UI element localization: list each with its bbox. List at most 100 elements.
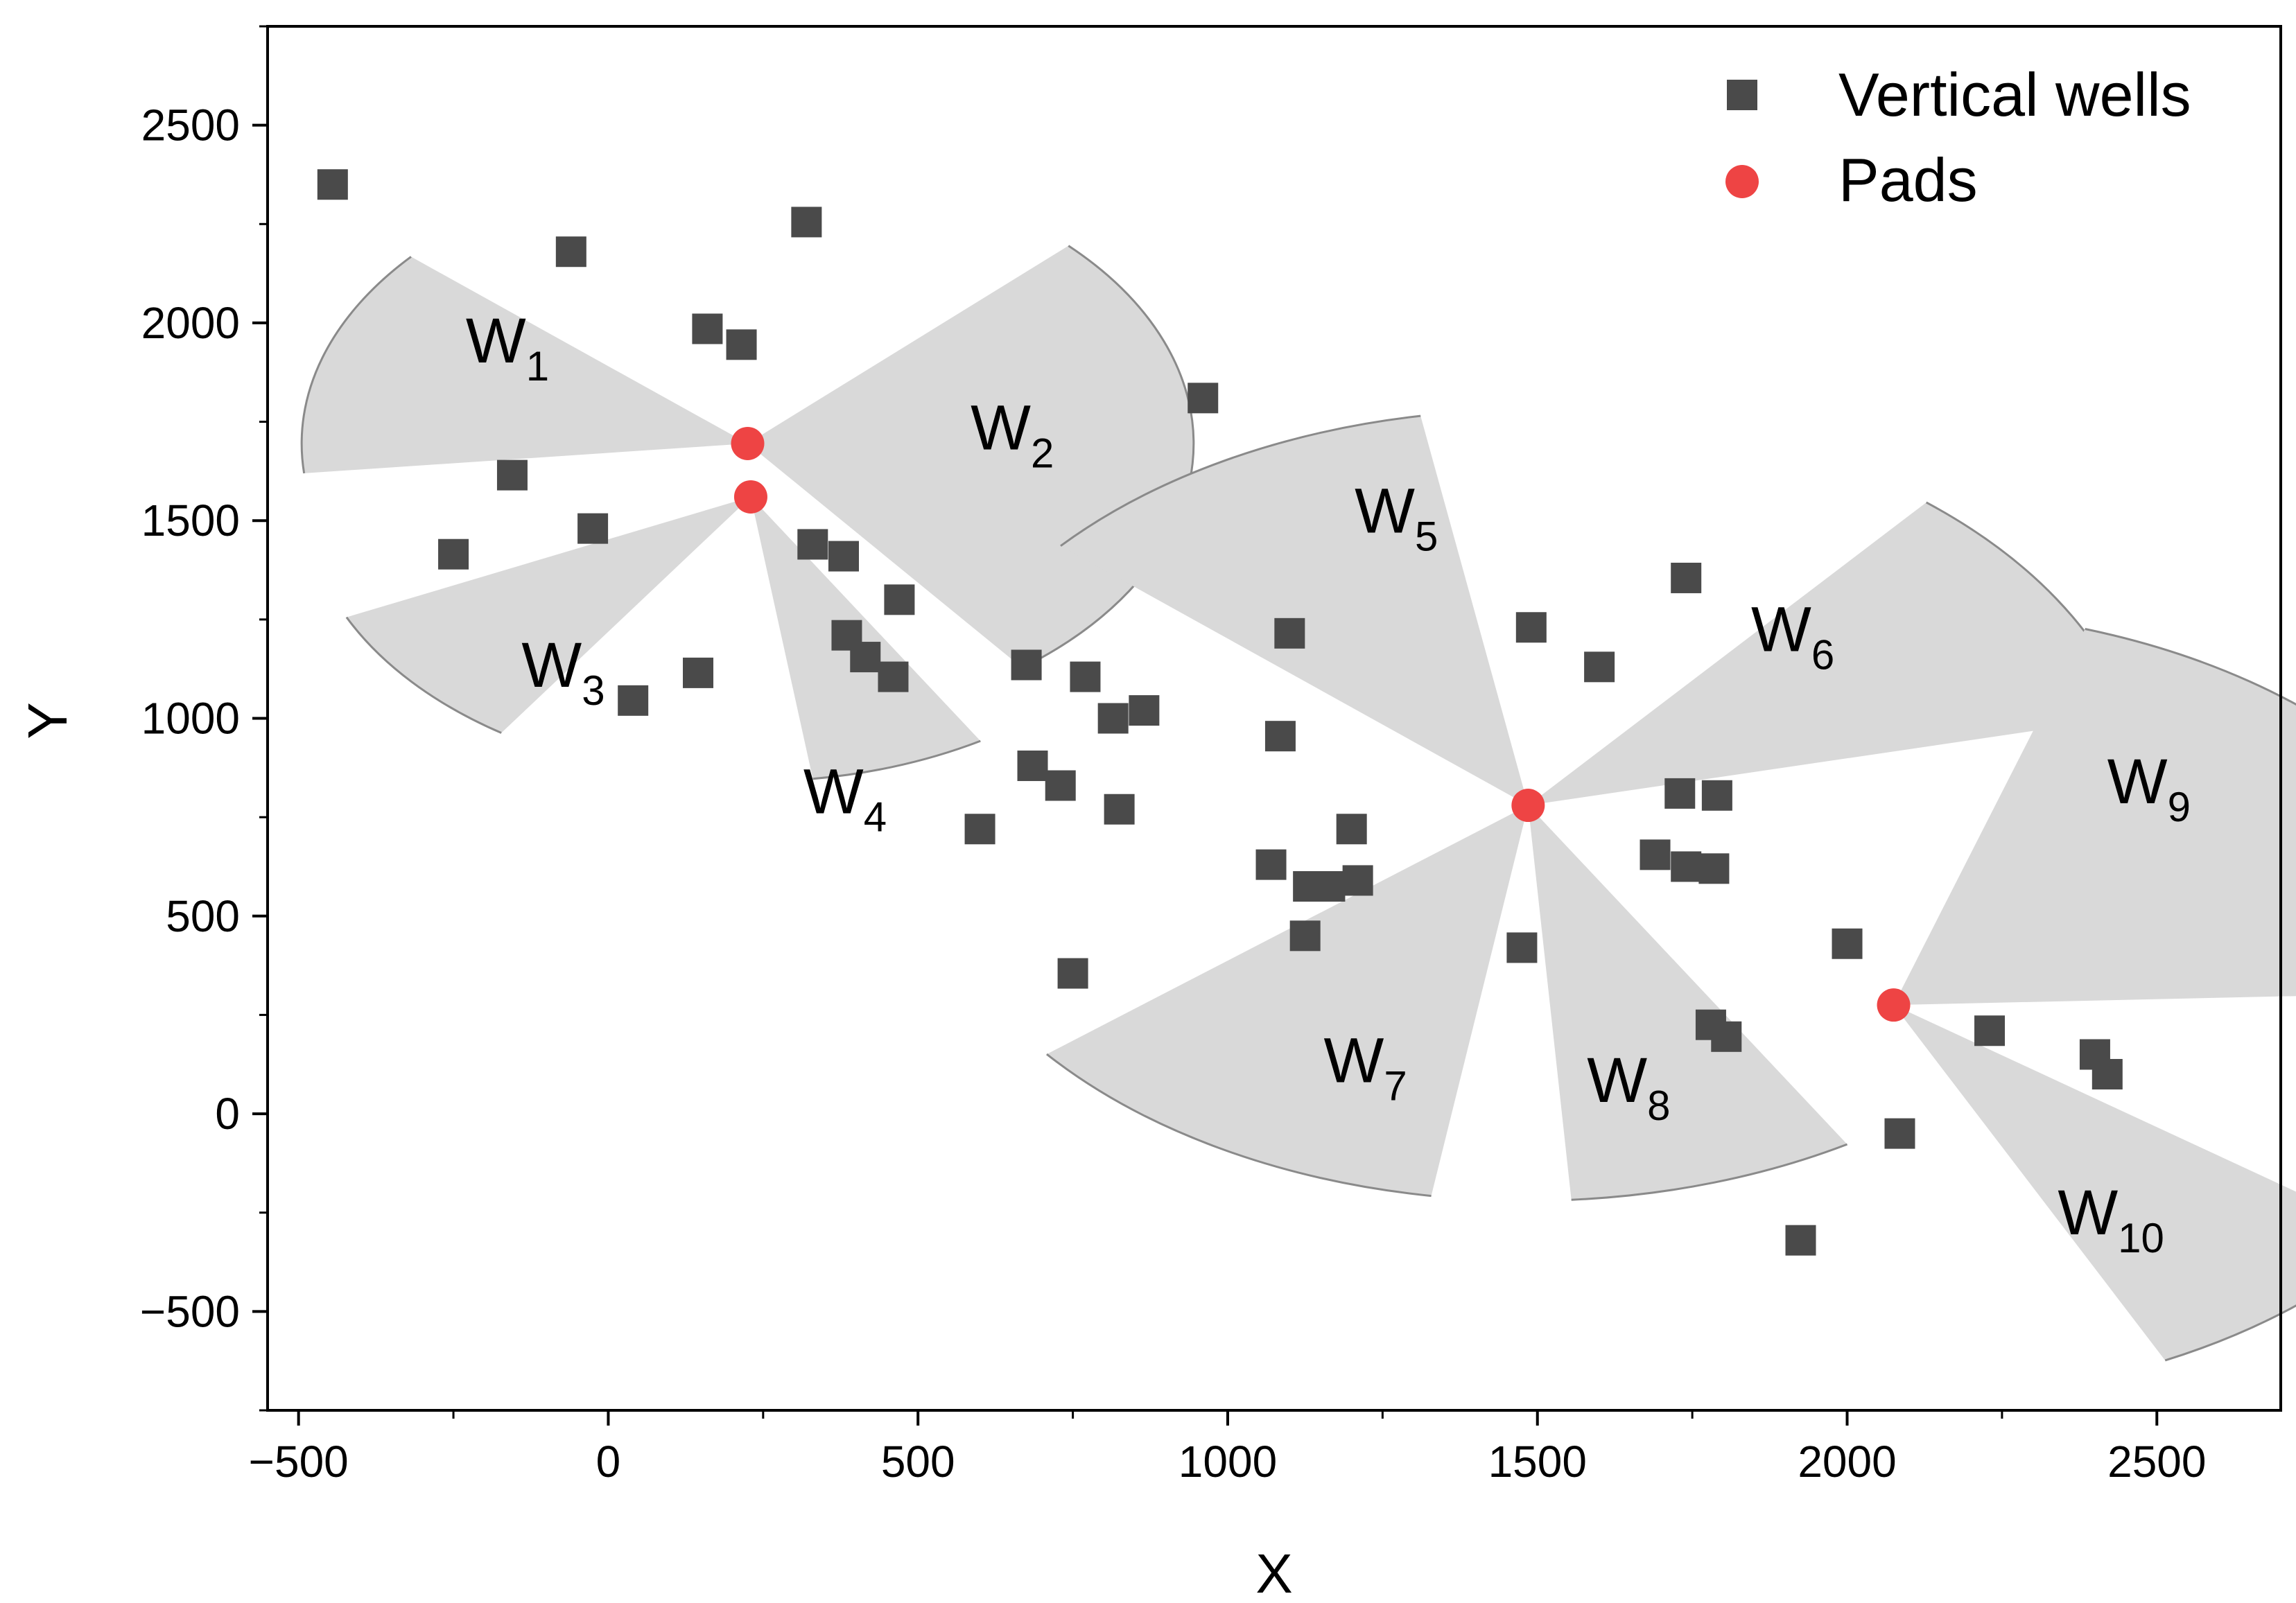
legend-label-pads: Pads — [1838, 146, 1978, 214]
pad-marker — [1877, 988, 1911, 1022]
vertical-well-marker — [878, 661, 909, 692]
sector-w4 — [750, 496, 981, 779]
vertical-well-marker — [1289, 920, 1321, 952]
sector-w5 — [1060, 416, 1529, 806]
y-tick-label: 500 — [166, 891, 240, 941]
x-tick-label: 1000 — [1179, 1437, 1277, 1487]
sector-w2 — [747, 245, 1194, 668]
sector-arc-w8 — [1571, 1143, 1848, 1201]
legend-marker-vertical-wells — [1727, 80, 1757, 110]
vertical-well-marker — [692, 313, 723, 344]
axes-layer: −500 0 500 1000 1500 2000 2500 −500 0 500 1000 1500… — [140, 25, 2282, 1487]
sector-arc-w5 — [1060, 414, 1421, 547]
vertical-well-marker — [726, 329, 757, 360]
vertical-well-marker — [1336, 814, 1367, 845]
vertical-well-marker — [850, 642, 881, 673]
sector-label-subscript: 8 — [1647, 1083, 1670, 1129]
sector-label-subscript: 4 — [864, 794, 887, 840]
legend: Vertical wells Pads — [1725, 60, 2191, 214]
sector-w7 — [1046, 805, 1529, 1196]
x-tick-label: 1500 — [1488, 1437, 1587, 1487]
sector-arc-w9 — [2085, 628, 2296, 706]
legend-marker-pads — [1725, 165, 1759, 198]
pad-marker — [731, 426, 765, 460]
vertical-well-marker — [1011, 649, 1042, 681]
sector-arc-w1 — [300, 256, 412, 474]
sector-label-subscript: 7 — [1384, 1062, 1407, 1109]
vertical-well-marker — [797, 529, 828, 560]
vertical-well-marker — [1785, 1225, 1816, 1256]
vertical-well-marker — [1342, 865, 1373, 896]
pad-marker — [733, 480, 767, 514]
y-tick-label: 2500 — [141, 100, 240, 150]
sector-label-w3: W3 — [521, 630, 605, 714]
vertical-well-marker — [1664, 778, 1696, 809]
x-tick-label: 2000 — [1798, 1437, 1896, 1487]
vertical-well-marker — [1671, 851, 1702, 882]
sector-w10 — [1893, 1005, 2296, 1360]
x-axis-title: X — [1255, 1543, 1292, 1603]
vertical-well-marker — [317, 169, 348, 200]
sector-label-subscript: 3 — [582, 667, 605, 714]
vertical-well-marker — [438, 538, 469, 570]
vertical-well-marker — [683, 657, 714, 688]
vertical-well-marker — [1698, 853, 1730, 884]
vertical-well-marker — [1640, 839, 1671, 870]
sector-arc-w2 — [1021, 245, 1195, 669]
vertical-well-marker — [1832, 928, 1863, 959]
sector-w3 — [346, 496, 751, 733]
x-tick-label: −500 — [249, 1437, 349, 1487]
vertical-well-marker — [1884, 1118, 1915, 1149]
vertical-well-marker — [884, 584, 915, 615]
vertical-well-marker — [1974, 1015, 2006, 1046]
sector-label-w9: W9 — [2107, 746, 2191, 830]
vertical-well-marker — [1017, 750, 1048, 781]
sectors-layer — [300, 245, 2296, 1362]
sector-label-subscript: 2 — [1031, 430, 1054, 477]
sector-arc-w3 — [345, 616, 502, 734]
vertical-well-marker — [1045, 770, 1076, 801]
sector-label-subscript: 10 — [2118, 1215, 2164, 1261]
vertical-well-marker — [1129, 695, 1160, 726]
vertical-well-marker — [555, 236, 586, 268]
legend-label-vertical-wells: Vertical wells — [1838, 60, 2191, 129]
vertical-well-marker — [1070, 661, 1101, 692]
vertical-well-marker — [1584, 651, 1615, 683]
vertical-well-marker — [1506, 932, 1538, 963]
sector-label-subscript: 1 — [526, 343, 549, 389]
y-tick-label: 0 — [215, 1089, 240, 1139]
vertical-well-marker — [828, 541, 859, 572]
sector-label-subscript: 5 — [1415, 513, 1438, 559]
sector-w6 — [1528, 502, 2132, 806]
vertical-well-marker — [2091, 1059, 2123, 1090]
sector-label-subscript: 9 — [2168, 784, 2191, 830]
vertical-well-marker — [1264, 721, 1296, 752]
vertical-well-marker — [791, 207, 822, 238]
vertical-well-marker — [1255, 849, 1287, 880]
sector-arc-w10 — [2164, 1304, 2296, 1362]
pad-marker — [1511, 789, 1545, 823]
vertical-well-marker — [1515, 612, 1547, 643]
vertical-well-marker — [1711, 1021, 1742, 1052]
vertical-well-marker — [496, 459, 528, 491]
vertical-well-marker — [1314, 870, 1346, 902]
y-tick-label: 1500 — [141, 496, 240, 545]
sector-label-w6: W6 — [1751, 595, 1834, 678]
y-tick-label: −500 — [140, 1286, 240, 1336]
y-tick-label: 1000 — [141, 694, 240, 744]
x-tick-label: 500 — [881, 1437, 955, 1487]
sector-w1 — [302, 256, 748, 473]
pads-layer — [731, 426, 1911, 1022]
vertical-well-marker — [1274, 617, 1305, 649]
sector-arc-w4 — [812, 739, 981, 780]
y-tick-label: 2000 — [141, 298, 240, 348]
vertical-well-marker — [577, 513, 609, 544]
y-axis-title: Y — [17, 702, 78, 739]
vertical-well-marker — [1701, 780, 1732, 811]
x-tick-label: 2500 — [2107, 1437, 2206, 1487]
vertical-well-marker — [1104, 794, 1135, 825]
sector-w9 — [1893, 629, 2296, 1006]
vertical-well-marker — [964, 814, 995, 845]
sector-label-subscript: 6 — [1811, 632, 1834, 678]
